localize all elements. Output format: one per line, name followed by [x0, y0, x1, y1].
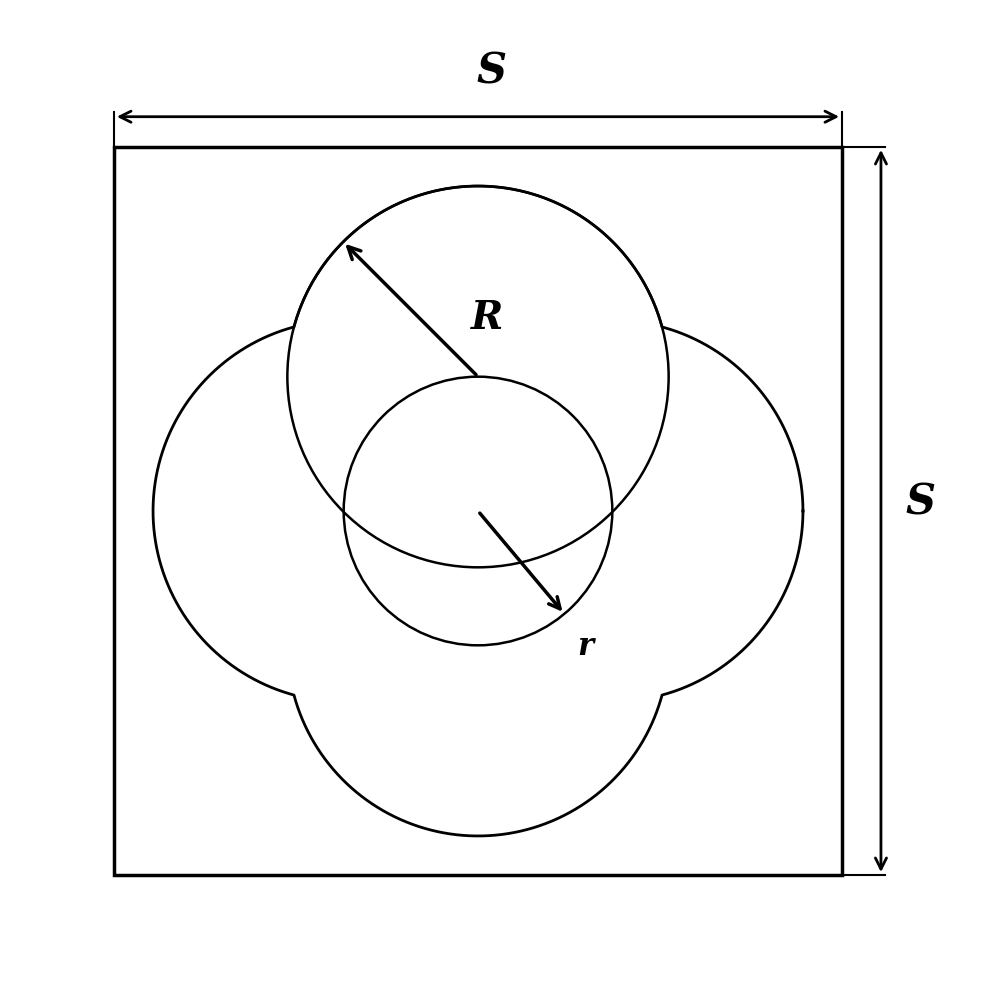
Text: S: S — [476, 51, 506, 93]
Text: S: S — [905, 481, 935, 523]
Bar — [114, 147, 842, 874]
Text: R: R — [471, 299, 504, 337]
Text: r: r — [577, 631, 593, 662]
Polygon shape — [153, 186, 803, 836]
